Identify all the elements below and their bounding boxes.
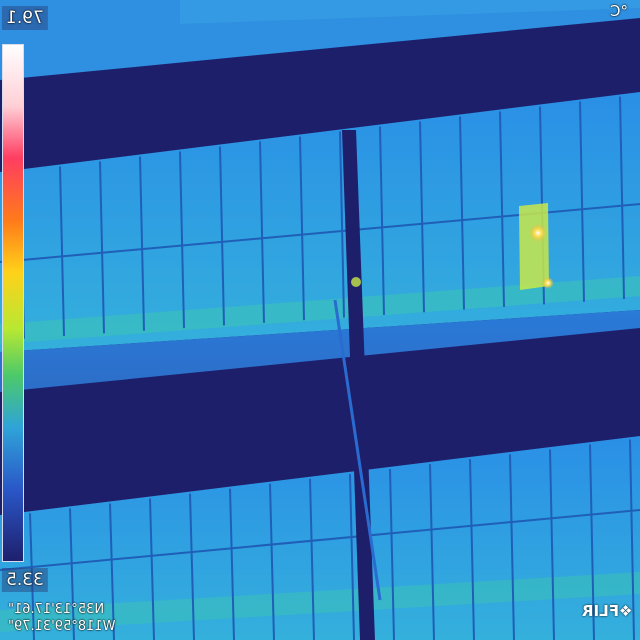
panel-cell-line (469, 459, 475, 640)
max-temperature-readout: 79.1 (2, 6, 48, 30)
panel-cell-line (379, 126, 385, 315)
top-panel-highlight (180, 0, 640, 24)
panel-cell-line (589, 444, 595, 640)
panel-cell-line (179, 151, 185, 329)
panel-cell-line (499, 111, 505, 308)
panel-cell-line (59, 166, 65, 337)
panel-cell-line (69, 508, 75, 640)
temperature-scale-frame (2, 44, 24, 562)
min-temperature-readout: 33.5 (2, 568, 48, 592)
temperature-scale-bar (2, 44, 24, 562)
panel-cell-line (149, 498, 155, 640)
panel-cell-line (219, 146, 225, 326)
hotspot-marker (542, 277, 554, 289)
panel-cell-line (579, 101, 585, 302)
bottom-warm-band (0, 572, 640, 632)
panel-cell-line (629, 439, 635, 640)
panel-cell-line (309, 478, 315, 640)
temperature-unit: °C (610, 2, 628, 20)
middle-ground-strip (0, 310, 640, 392)
warm-spot (351, 277, 361, 287)
panel-cell-line (549, 449, 555, 640)
flir-logo: ❖FLIR (581, 602, 632, 620)
panel-cell-line (509, 454, 515, 640)
panel-cell-line (109, 503, 115, 640)
panel-cell-line (29, 513, 35, 640)
panel-cell-line (299, 136, 305, 321)
panel-cell-line (339, 131, 345, 318)
panel-cell-line (459, 116, 465, 310)
panel-cell-line (139, 156, 145, 331)
panel-cell-line (429, 464, 435, 640)
hot-panel (519, 203, 549, 290)
panel-cell-line (0, 509, 640, 571)
panel-cell-line (389, 469, 395, 640)
gps-coordinates: N35°13'17.61" W118°59'31.79" (8, 600, 116, 640)
panel-cell-line (349, 473, 355, 640)
panel-cell-line (259, 141, 265, 323)
panel-cell-line (99, 161, 105, 334)
top-panel-row (0, 0, 640, 80)
panel-cell-line (619, 96, 625, 300)
middle-panel-array (0, 92, 640, 352)
gps-latitude: N35°13'17.61" (8, 602, 105, 617)
middle-warm-band (0, 276, 640, 344)
panel-cell-line (419, 121, 425, 313)
panel-cell-line (189, 493, 195, 640)
hotspot-marker (529, 224, 547, 242)
panel-cell-line (269, 483, 275, 640)
panel-cell-line (229, 488, 235, 640)
gps-longitude: W118°59'31.79" (8, 619, 116, 634)
gap-cable (333, 299, 382, 601)
